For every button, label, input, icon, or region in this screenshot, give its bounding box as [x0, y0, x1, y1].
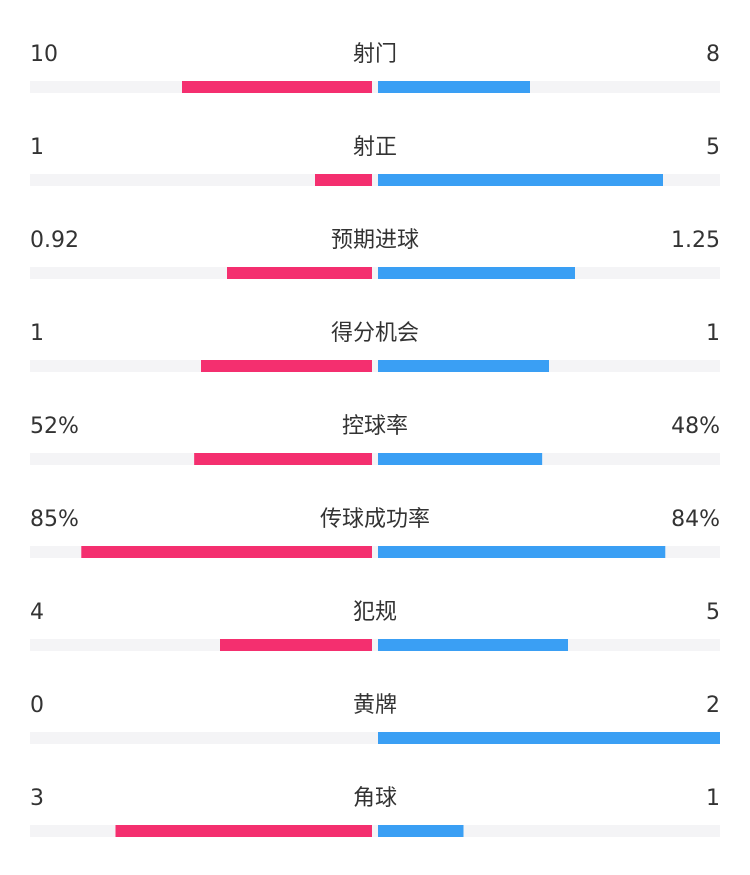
- away-bar: [378, 732, 720, 744]
- away-value: 5: [706, 135, 720, 160]
- home-bar: [227, 267, 372, 279]
- stat-label: 预期进球: [331, 228, 419, 253]
- home-value: 0.92: [30, 228, 79, 253]
- away-value: 48%: [671, 414, 720, 439]
- home-bar: [182, 81, 372, 93]
- away-value: 1: [706, 786, 720, 811]
- home-value: 4: [30, 600, 44, 625]
- home-bar: [201, 360, 372, 372]
- away-bar: [378, 825, 464, 837]
- home-value: 85%: [30, 507, 79, 532]
- away-value: 1: [706, 321, 720, 346]
- home-bar: [194, 453, 372, 465]
- away-bar: [378, 267, 576, 279]
- bar-track: [30, 81, 720, 93]
- bar-track: [30, 453, 720, 465]
- stat-label: 射门: [353, 42, 397, 67]
- home-value: 10: [30, 42, 58, 67]
- stat-label: 犯规: [353, 600, 397, 625]
- stat-label: 控球率: [342, 414, 408, 439]
- bar-track: [30, 639, 720, 651]
- stat-label: 角球: [353, 786, 397, 811]
- stat-label: 得分机会: [331, 321, 419, 346]
- home-value: 3: [30, 786, 44, 811]
- away-value: 84%: [671, 507, 720, 532]
- away-bar: [378, 360, 549, 372]
- bar-track: [30, 360, 720, 372]
- away-value: 1.25: [671, 228, 720, 253]
- home-value: 52%: [30, 414, 79, 439]
- stat-label: 传球成功率: [320, 507, 430, 532]
- stat-label: 射正: [353, 135, 397, 160]
- home-value: 1: [30, 321, 44, 346]
- away-bar: [378, 81, 530, 93]
- away-bar: [378, 453, 543, 465]
- stat-label: 黄牌: [353, 693, 397, 718]
- away-bar: [378, 639, 568, 651]
- away-value: 8: [706, 42, 720, 67]
- away-bar: [378, 174, 663, 186]
- home-value: 1: [30, 135, 44, 160]
- away-value: 5: [706, 600, 720, 625]
- home-value: 0: [30, 693, 44, 718]
- away-bar: [378, 546, 666, 558]
- home-bar: [315, 174, 372, 186]
- home-bar: [81, 546, 373, 558]
- home-bar: [115, 825, 372, 837]
- bar-track: [30, 267, 720, 279]
- home-bar: [220, 639, 372, 651]
- away-value: 2: [706, 693, 720, 718]
